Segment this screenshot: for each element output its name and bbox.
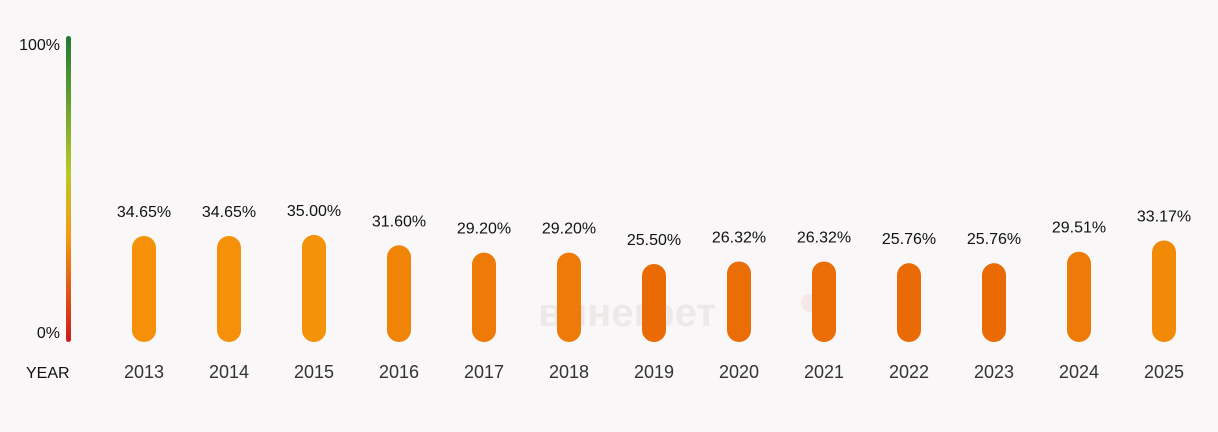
bar-2014: [217, 235, 241, 342]
x-tick-label-2017: 2017: [464, 362, 504, 382]
bar-2019: [642, 263, 666, 342]
value-label-2025: 33.17%: [1137, 208, 1191, 225]
x-tick-label-2024: 2024: [1059, 362, 1099, 382]
x-tick-label-2021: 2021: [804, 362, 844, 382]
x-tick-label-2022: 2022: [889, 362, 929, 382]
y-axis-gradient-bar: [66, 36, 71, 342]
x-tick-label-2013: 2013: [124, 362, 164, 382]
x-tick-label-2019: 2019: [634, 362, 674, 382]
value-label-2016: 31.60%: [372, 213, 426, 230]
bar-2016: [387, 245, 411, 342]
bar-2023: [982, 263, 1006, 342]
value-label-2022: 25.76%: [882, 231, 936, 248]
value-label-2024: 29.51%: [1052, 220, 1106, 237]
x-tick-label-2015: 2015: [294, 362, 334, 382]
x-tick-label-2023: 2023: [974, 362, 1014, 382]
bar-2022: [897, 263, 921, 342]
bar-2017: [472, 252, 496, 342]
bar-2025: [1152, 240, 1176, 342]
value-label-2014: 34.65%: [202, 204, 256, 221]
bar-2024: [1067, 251, 1091, 342]
value-label-2018: 29.20%: [542, 221, 596, 238]
bars-group: 34.65% 2013 34.65% 2014 35.00% 2015 31.60% 2016…: [117, 203, 1191, 382]
value-label-2021: 26.32%: [797, 229, 851, 246]
value-label-2013: 34.65%: [117, 204, 171, 221]
bar-2021: [812, 261, 836, 342]
value-label-2019: 25.50%: [627, 232, 681, 249]
y-axis-tick-label-bottom: 0%: [37, 325, 60, 342]
x-tick-label-2014: 2014: [209, 362, 249, 382]
value-label-2017: 29.20%: [457, 221, 511, 238]
x-tick-label-2016: 2016: [379, 362, 419, 382]
bar-2013: [132, 235, 156, 342]
value-label-2023: 25.76%: [967, 231, 1021, 248]
y-axis-tick-label-top: 100%: [19, 37, 60, 54]
value-label-2020: 26.32%: [712, 229, 766, 246]
x-tick-label-2020: 2020: [719, 362, 759, 382]
bar-2020: [727, 261, 751, 342]
value-label-2015: 35.00%: [287, 203, 341, 220]
x-tick-label-2018: 2018: [549, 362, 589, 382]
bar-2018: [557, 252, 581, 342]
x-tick-label-2025: 2025: [1144, 362, 1184, 382]
x-axis-title: YEAR: [26, 365, 70, 382]
bar-2015: [302, 234, 326, 342]
